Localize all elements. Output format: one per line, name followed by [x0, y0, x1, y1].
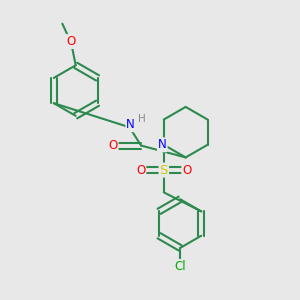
Text: Cl: Cl: [174, 260, 186, 273]
Text: S: S: [160, 164, 168, 177]
Text: H: H: [138, 114, 146, 124]
Text: O: O: [108, 139, 118, 152]
Text: O: O: [182, 164, 192, 177]
Text: N: N: [126, 118, 135, 131]
Text: O: O: [67, 35, 76, 48]
Text: N: N: [158, 138, 167, 151]
Text: O: O: [136, 164, 145, 177]
